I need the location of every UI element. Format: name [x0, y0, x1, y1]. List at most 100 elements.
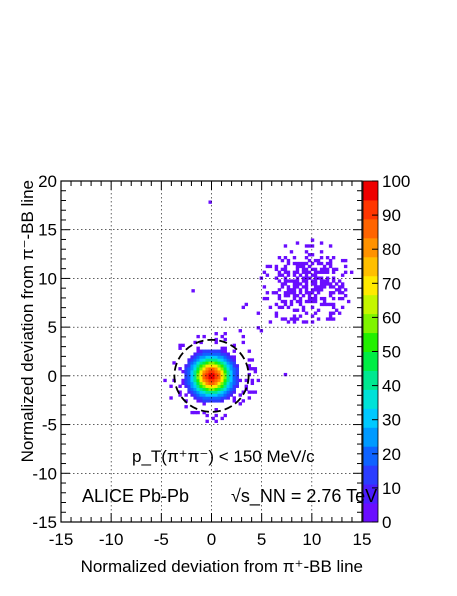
heatmap-cell — [247, 396, 252, 400]
heatmap-cell — [244, 378, 249, 383]
heatmap-cell — [256, 326, 261, 330]
heatmap-cell — [226, 367, 230, 371]
heatmap-cell — [226, 390, 230, 394]
heatmap-cell — [217, 399, 221, 403]
heatmap-cell — [301, 270, 306, 274]
heatmap-cell — [229, 390, 233, 394]
heatmap-cell — [208, 355, 212, 359]
heatmap-cell — [208, 349, 212, 353]
heatmap-cell — [220, 372, 224, 377]
heatmap-cell — [340, 273, 345, 277]
heatmap-cell — [307, 264, 312, 269]
heatmap-cell — [349, 270, 354, 274]
heatmap-cell — [220, 375, 224, 380]
heatmap-cell — [199, 372, 203, 377]
heatmap-cell — [205, 372, 209, 377]
heatmap-cell — [286, 258, 291, 263]
heatmap-cells — [163, 200, 354, 424]
heatmap-cell — [214, 337, 218, 342]
heatmap-cell — [247, 367, 252, 371]
y-tick-label: 5 — [48, 318, 57, 337]
heatmap-cell — [190, 381, 194, 386]
heatmap-cell — [346, 299, 351, 304]
colorbar-segment — [363, 408, 378, 428]
heatmap-cell — [322, 270, 327, 274]
heatmap-cell — [331, 311, 336, 315]
heatmap-cell — [205, 378, 209, 383]
heatmap-cell — [184, 372, 188, 377]
heatmap-cell — [277, 273, 282, 277]
heatmap-cell — [250, 358, 255, 362]
heatmap-cell — [223, 364, 227, 368]
heatmap-cell — [190, 375, 194, 380]
heatmap-cell — [217, 390, 221, 394]
heatmap-cell — [208, 352, 212, 356]
heatmap-cell — [214, 352, 218, 356]
heatmap-cell — [172, 361, 176, 365]
heatmap-cell — [184, 384, 188, 388]
heatmap-cell — [301, 279, 306, 283]
heatmap-cell — [283, 372, 288, 377]
heatmap-cell — [304, 282, 309, 286]
heatmap-cell — [340, 296, 345, 301]
heatmap-cell — [193, 396, 197, 400]
heatmap-cell — [322, 279, 327, 283]
heatmap-cell — [286, 273, 291, 277]
heatmap-cell — [211, 378, 215, 383]
heatmap-cell — [190, 378, 194, 383]
heatmap-cell — [310, 296, 315, 301]
heatmap-cell — [202, 402, 206, 406]
heatmap-cell — [181, 378, 185, 383]
heatmap-cell — [238, 402, 242, 406]
heatmap-cell — [292, 285, 297, 289]
heatmap-cell — [304, 244, 309, 248]
heatmap-cell — [307, 296, 312, 301]
heatmap-cell — [229, 361, 233, 365]
heatmap-cell — [304, 320, 309, 324]
heatmap-cell — [193, 410, 197, 415]
heatmap-cell — [220, 416, 224, 421]
heatmap-cell — [280, 317, 285, 321]
heatmap-cell — [217, 367, 221, 371]
heatmap-cell — [253, 370, 258, 374]
heatmap-cell — [262, 270, 267, 274]
x-tick-label: -10 — [99, 530, 124, 549]
heatmap-cell — [223, 372, 227, 377]
heatmap-cell — [328, 317, 333, 321]
heatmap-cell — [223, 381, 227, 386]
heatmap-cell — [292, 317, 297, 321]
heatmap-cell — [199, 381, 203, 386]
heatmap-cell — [187, 372, 191, 377]
heatmap-cell — [319, 302, 324, 307]
heatmap-cell — [343, 270, 348, 274]
heatmap-cell — [193, 378, 197, 383]
heatmap-cell — [283, 282, 288, 286]
heatmap-cell — [211, 349, 215, 353]
heatmap-cell — [205, 367, 209, 371]
heatmap-cell — [274, 276, 279, 280]
heatmap-cell — [193, 384, 197, 388]
heatmap-cell — [220, 349, 224, 353]
heatmap-cell — [196, 396, 200, 400]
heatmap-cell — [208, 370, 212, 374]
heatmap-cell — [283, 267, 288, 272]
heatmap-cell — [313, 258, 318, 263]
heatmap-cell — [187, 384, 191, 388]
heatmap-cell — [184, 378, 188, 383]
heatmap-cell — [184, 367, 188, 371]
heatmap-cell — [211, 393, 215, 397]
heatmap-cell — [250, 381, 255, 386]
heatmap-cell — [232, 358, 236, 362]
heatmap-cell — [277, 294, 282, 298]
heatmap-cell — [220, 352, 224, 356]
heatmap-cell — [220, 390, 224, 394]
heatmap-cell — [193, 390, 197, 394]
heatmap-cell — [178, 343, 182, 348]
heatmap-cell — [322, 296, 327, 301]
heatmap-cell — [229, 364, 233, 368]
heatmap-cell — [232, 364, 236, 368]
heatmap-cell — [304, 299, 309, 304]
heatmap-cell — [313, 273, 318, 277]
heatmap-cell — [319, 296, 324, 301]
heatmap-cell — [199, 349, 203, 353]
